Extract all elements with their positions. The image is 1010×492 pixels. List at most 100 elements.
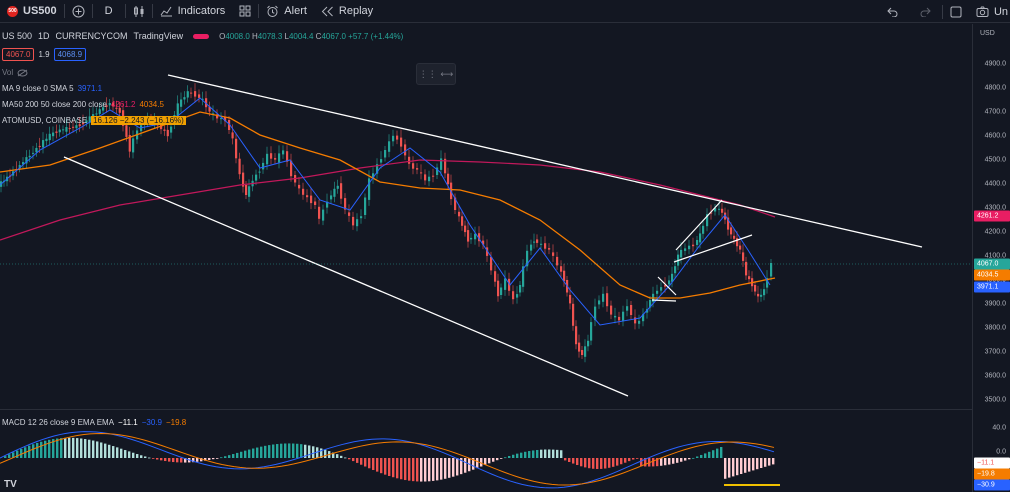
ma-legend[interactable]: MA 9 close 0 SMA 5 3971.1 [2,84,102,93]
candle-body [194,91,197,97]
candle-body [674,266,677,274]
macd-histogram-bar [152,458,155,459]
candle-body [760,294,763,297]
candle-body [238,158,241,175]
drag-handle-icon[interactable]: ⋮⋮ [418,68,437,79]
replay-button[interactable]: Replay [314,0,380,23]
macd-histogram-bar [576,458,579,466]
candle-body [52,132,55,137]
candle-body [461,216,464,226]
price-chart[interactable] [0,24,972,492]
candle-body [166,129,169,137]
macd-histogram-bar [716,448,719,458]
measure-icon[interactable]: ⟷ [440,68,454,79]
replay-icon [321,6,334,17]
compare-symbol-legend[interactable]: ATOMUSD, COINBASE 16.126 −2.243 (−16.16%… [2,116,186,125]
replay-label: Replay [338,5,374,17]
candle-body [714,208,717,212]
macd-histogram-bar [548,449,551,458]
macd-histogram-bar [472,458,475,470]
macd-histogram-bar [764,458,767,467]
candle-body [258,171,261,173]
candle-body [660,287,663,291]
macd-histogram-bar [56,438,59,458]
candle-body [575,326,578,345]
candle-body [326,201,329,208]
volume-legend[interactable]: Vol [2,68,28,77]
macd-histogram-bar [528,451,531,458]
tradingview-logo-icon[interactable]: TV [4,479,17,490]
layouts-button[interactable] [232,0,258,23]
chart-type-button[interactable] [126,0,152,23]
macd-histogram-bar [392,458,395,478]
interval-button[interactable]: D [93,0,125,23]
candle-body [424,174,427,181]
ma50-value: 4034.5 [139,100,164,109]
macd-histogram-bar [324,449,327,458]
macd-histogram-bar [736,458,739,476]
candle-body [318,206,321,219]
toolbar-divider [151,4,153,18]
candle-body [718,208,721,210]
candle-body [282,150,285,155]
toolbar-divider [91,4,93,18]
candle-body [572,303,575,326]
candle-body [186,91,189,98]
macd-histogram-bar [464,458,467,473]
top-toolbar: 500 US500 D Indicators Alert [0,0,1010,23]
undo-button[interactable] [876,0,909,23]
macd-histogram-bar [552,449,555,458]
macd-histogram-bar [560,450,563,458]
eye-off-icon[interactable] [17,69,28,77]
indicators-button[interactable]: Indicators [153,0,233,23]
symbol-search[interactable]: 500 US500 [0,0,64,23]
floating-toolbar[interactable]: ⋮⋮ ⟷ [416,63,456,85]
candle-body [512,291,515,300]
macd-histogram-bar [308,445,311,458]
candle-body [727,217,730,230]
symbol-title: US 500 [2,31,33,41]
macd-histogram-bar [8,454,11,458]
candle-body [262,162,265,170]
macd-histogram-bar [296,443,299,458]
compare-button[interactable] [65,0,92,23]
macd-histogram-bar [600,458,603,469]
candle-body [62,129,65,131]
candle-body [108,103,111,106]
macd-legend[interactable]: MACD 12 26 close 9 EMA EMA −11.1 −30.9 −… [2,418,186,427]
candle-body [497,280,500,297]
macd-histogram-bar [196,458,199,462]
macd-value-tag: −11.1 [974,457,1010,469]
price-axis[interactable]: USD 4900.0 4800.0 4700.0 4600.0 4500.0 4400.0… [972,24,1010,492]
alert-button[interactable]: Alert [259,0,314,23]
candle-body [486,247,489,256]
candle-body [45,138,48,142]
candle-body [245,185,248,195]
macd-histogram-bar [60,438,63,458]
ma200-legend[interactable]: MA50 200 50 close 200 close 4261.2 4034.… [2,100,164,109]
toolbar-divider [258,4,260,18]
currency-label[interactable]: USD [980,30,995,37]
buy-button[interactable]: 4068.9 [53,48,87,61]
macd-histogram-bar [676,458,679,463]
fullscreen-button[interactable] [943,0,969,23]
indicators-label: Indicators [177,5,226,17]
candle-body [560,266,563,272]
pane-divider[interactable] [0,409,1010,410]
candle-body [467,230,470,242]
candle-body [125,125,128,137]
redo-button[interactable] [909,0,942,23]
candle-body [224,117,227,122]
candle-body [58,129,61,133]
macd-histogram-bar [536,449,539,458]
redo-icon [920,7,931,17]
sell-button[interactable]: 4067.0 [2,48,35,61]
price-tick-label: 4900.0 [984,60,1006,68]
candle-body [270,153,273,159]
snapshot-button[interactable]: Un [969,0,1010,23]
candle-body [578,342,581,352]
candle-body [680,249,683,258]
undo-icon [887,7,898,17]
price-tag: 3971.1 [974,281,1010,293]
macd-histogram-bar [688,458,691,460]
